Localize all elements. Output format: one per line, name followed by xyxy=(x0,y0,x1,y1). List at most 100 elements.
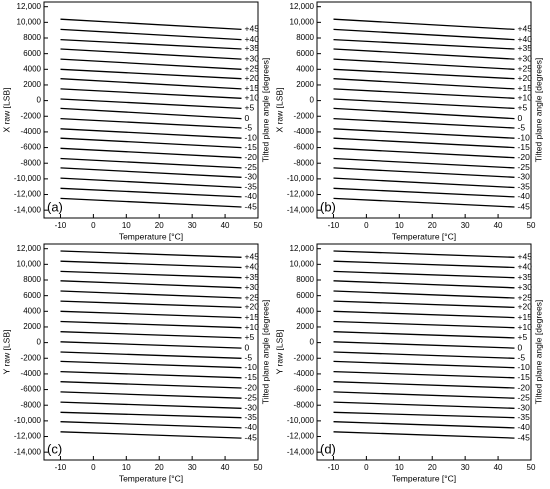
series-line xyxy=(333,78,515,90)
series-line xyxy=(333,167,515,178)
series-label: 0 xyxy=(245,113,250,123)
y-tick-label: -8000 xyxy=(21,400,42,409)
series-line xyxy=(60,300,242,309)
series-line xyxy=(333,157,515,169)
y-tick-label: -12,000 xyxy=(287,432,315,441)
series-label: -30 xyxy=(245,172,258,182)
series-line xyxy=(60,177,242,189)
series-label: +35 xyxy=(518,43,533,53)
y-tick-label: -10,000 xyxy=(14,416,42,425)
panel: 12,00010,00080006000400020000-2000-4000-… xyxy=(274,1,543,241)
series-label: 0 xyxy=(518,113,523,123)
y-tick-label: 0 xyxy=(37,338,42,347)
x-axis-title: Temperature [°C] xyxy=(119,231,183,241)
series-line xyxy=(60,197,242,208)
y-tick-label: 8000 xyxy=(23,275,41,284)
y-tick-label: -6000 xyxy=(21,143,42,152)
series-label: -25 xyxy=(245,392,258,402)
y-tick-label: 12,000 xyxy=(17,244,42,253)
series-line xyxy=(333,48,515,60)
x-tick-label: 0 xyxy=(91,463,96,472)
series-line xyxy=(333,177,515,189)
series-label: 0 xyxy=(518,342,523,352)
y-tick-label: 8000 xyxy=(23,33,41,42)
series-label: +10 xyxy=(518,322,533,332)
right-axis-title: Tilted plane angle [degrees] xyxy=(260,58,270,163)
y-tick-label: 10,000 xyxy=(290,17,315,26)
series-label: +30 xyxy=(518,53,533,63)
series-label: -45 xyxy=(518,201,531,211)
series-line xyxy=(60,310,242,319)
series-label: -25 xyxy=(245,162,258,172)
y-tick-label: 0 xyxy=(310,338,315,347)
y-tick-label: -10,000 xyxy=(14,174,42,183)
series-label: -10 xyxy=(245,132,258,142)
panel-label: (d) xyxy=(320,441,336,456)
series-label: +25 xyxy=(245,292,260,302)
series-line xyxy=(333,147,515,159)
series-line xyxy=(333,370,515,379)
y-tick-label: 2000 xyxy=(296,322,314,331)
x-axis-title: Temperature [°C] xyxy=(392,473,456,483)
y-tick-label: 10,000 xyxy=(290,259,315,268)
y-tick-label: -8000 xyxy=(294,400,315,409)
panel: 12,00010,00080006000400020000-2000-4000-… xyxy=(1,1,270,241)
series-line xyxy=(333,28,515,41)
series-line xyxy=(333,107,515,120)
y-tick-label: 0 xyxy=(37,96,42,105)
y-tick-label: -4000 xyxy=(21,369,42,378)
y-tick-label: -6000 xyxy=(294,385,315,394)
series-label: +30 xyxy=(245,282,260,292)
right-axis-title: Tilted plane angle [degrees] xyxy=(260,300,270,405)
y-tick-label: 12,000 xyxy=(17,2,42,11)
series-line xyxy=(60,88,242,99)
series-label: -25 xyxy=(518,392,531,402)
series-line xyxy=(60,360,242,369)
series-label: +10 xyxy=(245,93,260,103)
y-axis-title: X raw [LSB] xyxy=(1,88,11,133)
series-line xyxy=(60,411,242,419)
series-label: -5 xyxy=(518,353,526,363)
series-line xyxy=(60,260,242,269)
series-label: -10 xyxy=(518,132,531,142)
series-line xyxy=(333,351,515,359)
series-label: -40 xyxy=(245,422,258,432)
y-tick-label: 6000 xyxy=(23,291,41,300)
y-tick-label: -4000 xyxy=(21,127,42,136)
series-line xyxy=(333,401,515,409)
right-axis-title: Tilted plane angle [degrees] xyxy=(533,300,543,405)
series-label: +35 xyxy=(518,272,533,282)
series-label: +20 xyxy=(245,302,260,312)
series-line xyxy=(333,300,515,309)
series-label: -10 xyxy=(518,362,531,372)
x-tick-label: -10 xyxy=(55,221,67,230)
x-axis-title: Temperature [°C] xyxy=(392,231,456,241)
y-tick-label: 12,000 xyxy=(290,244,315,253)
series-label: -40 xyxy=(518,422,531,432)
series-line xyxy=(333,320,515,329)
series-line xyxy=(60,187,242,198)
series-label: +20 xyxy=(245,73,260,83)
series-line xyxy=(60,28,242,41)
series-label: +10 xyxy=(518,93,533,103)
series-line xyxy=(60,167,242,178)
series-label: -20 xyxy=(518,152,531,162)
series-line xyxy=(333,128,515,139)
series-label: +35 xyxy=(245,272,260,282)
y-tick-label: 4000 xyxy=(23,64,41,73)
series-label: +20 xyxy=(518,73,533,83)
series-label: -5 xyxy=(518,122,526,132)
series-label: +40 xyxy=(245,262,260,272)
series-line xyxy=(60,401,242,409)
y-axis-title: Y raw [LSB] xyxy=(1,330,11,375)
x-tick-label: 30 xyxy=(188,463,197,472)
series-line xyxy=(333,68,515,80)
series-label: +15 xyxy=(245,312,260,322)
y-tick-label: 8000 xyxy=(296,275,314,284)
y-tick-label: 2000 xyxy=(296,80,314,89)
y-tick-label: 6000 xyxy=(296,291,314,300)
series-line xyxy=(60,58,242,70)
y-tick-label: 0 xyxy=(310,96,315,105)
y-tick-label: 4000 xyxy=(296,306,314,315)
